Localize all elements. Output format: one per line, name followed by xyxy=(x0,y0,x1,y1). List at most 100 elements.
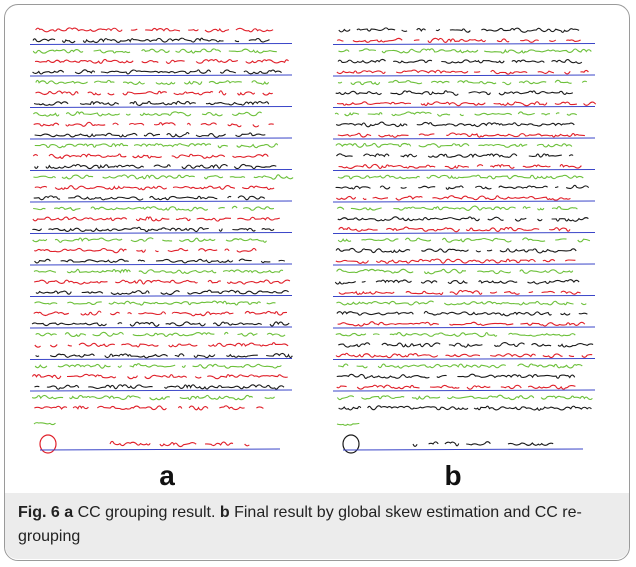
handwriting-stroke xyxy=(35,164,288,168)
baseline-line xyxy=(30,137,293,140)
handwriting-stroke xyxy=(34,405,264,411)
handwriting-stroke xyxy=(507,442,554,446)
caption-figure-number: Fig. 6 xyxy=(18,504,60,521)
baseline-line xyxy=(333,358,596,360)
handwriting-stroke xyxy=(336,196,580,200)
handwriting-stroke xyxy=(337,321,586,327)
handwriting-stroke xyxy=(32,395,284,399)
figure-frame xyxy=(4,4,630,561)
handwriting-stroke xyxy=(337,38,589,42)
handwriting-stroke xyxy=(413,442,499,447)
baseline-line xyxy=(39,448,281,451)
handwriting-stroke xyxy=(35,331,286,338)
handwriting-stroke xyxy=(34,185,275,191)
handwriting-stroke xyxy=(338,48,592,54)
handwriting-stroke xyxy=(31,373,288,380)
panel-a-handwriting-image xyxy=(30,12,300,457)
handwriting-stroke xyxy=(337,385,585,389)
handwriting-stroke xyxy=(35,352,293,359)
handwriting-stroke xyxy=(338,226,571,233)
handwriting-stroke xyxy=(34,269,295,273)
caption-part-a-label: a xyxy=(64,504,74,521)
handwriting-stroke xyxy=(34,248,262,252)
signature-flourish xyxy=(342,434,360,454)
handwriting-stroke xyxy=(33,38,281,43)
handwriting-stroke xyxy=(34,311,297,316)
handwriting-stroke xyxy=(335,153,574,159)
baseline-line xyxy=(30,74,293,77)
handwriting-stroke xyxy=(336,205,578,211)
baseline-line xyxy=(333,263,596,266)
handwriting-stroke xyxy=(33,195,266,201)
handwriting-stroke xyxy=(336,310,588,317)
handwriting-stroke xyxy=(33,279,291,285)
handwriting-stroke xyxy=(34,258,286,264)
handwriting-stroke xyxy=(335,332,576,338)
handwriting-stroke xyxy=(337,374,587,378)
panel-label-a: a xyxy=(159,460,175,491)
handwriting-stroke xyxy=(205,442,261,446)
handwriting-stroke xyxy=(35,143,287,147)
baseline-line xyxy=(30,263,293,266)
baseline-line xyxy=(30,389,293,392)
handwriting-stroke xyxy=(32,226,275,233)
baseline-line xyxy=(30,200,293,203)
baseline-line xyxy=(30,326,293,329)
handwriting-stroke xyxy=(32,111,262,117)
handwriting-stroke xyxy=(338,27,580,33)
baseline-line xyxy=(333,295,596,297)
handwriting-stroke xyxy=(36,28,284,32)
baseline-line xyxy=(333,106,596,108)
handwriting-stroke xyxy=(337,132,585,138)
handwriting-stroke xyxy=(337,216,589,222)
handwriting-stroke xyxy=(31,321,290,327)
caption-part-b-text: Final result by global skew estimation a… xyxy=(18,504,582,545)
baseline-line xyxy=(333,43,596,45)
baseline-line xyxy=(333,389,596,392)
baseline-line xyxy=(30,295,293,297)
handwriting-stroke xyxy=(33,100,270,107)
figure-caption: Fig. 6 a CC grouping result. b Final res… xyxy=(18,501,618,549)
baseline-line xyxy=(333,169,596,171)
handwriting-stroke xyxy=(335,280,589,284)
handwriting-stroke xyxy=(32,48,277,54)
signature-flourish xyxy=(39,434,57,454)
handwriting-stroke xyxy=(34,300,276,306)
handwriting-stroke xyxy=(35,90,273,96)
cc-grouping-result-image xyxy=(30,12,300,454)
handwriting-stroke xyxy=(32,237,267,243)
handwriting-stroke xyxy=(34,342,289,348)
handwriting-stroke xyxy=(338,289,581,296)
handwriting-stroke xyxy=(336,422,360,426)
baseline-line xyxy=(333,326,596,329)
handwriting-stroke xyxy=(34,58,289,65)
handwriting-stroke xyxy=(335,247,577,254)
baseline-line xyxy=(30,43,293,45)
handwriting-stroke xyxy=(335,90,574,96)
handwriting-stroke xyxy=(337,101,597,107)
baseline-line xyxy=(333,200,596,203)
handwriting-stroke xyxy=(335,184,590,190)
handwriting-stroke xyxy=(337,269,583,274)
baseline-line xyxy=(30,358,293,360)
handwriting-stroke xyxy=(337,237,591,243)
handwriting-stroke xyxy=(33,121,274,128)
handwriting-stroke xyxy=(335,258,576,264)
handwriting-stroke xyxy=(32,69,282,75)
handwriting-stroke xyxy=(33,174,294,180)
baseline-line xyxy=(333,232,596,234)
handwriting-stroke xyxy=(35,385,294,389)
baseline-line xyxy=(30,106,293,108)
handwriting-stroke xyxy=(338,364,590,368)
handwriting-stroke xyxy=(337,174,584,180)
handwriting-stroke xyxy=(34,131,266,138)
handwriting-stroke xyxy=(109,440,197,448)
baseline-line xyxy=(30,232,293,234)
handwriting-stroke xyxy=(334,111,578,117)
panel-label-b: b xyxy=(444,460,462,491)
handwriting-stroke xyxy=(35,79,270,86)
handwriting-stroke xyxy=(337,79,588,86)
handwriting-stroke xyxy=(33,205,275,212)
caption-part-a-text: CC grouping result. xyxy=(73,504,220,521)
handwriting-stroke xyxy=(338,405,592,411)
